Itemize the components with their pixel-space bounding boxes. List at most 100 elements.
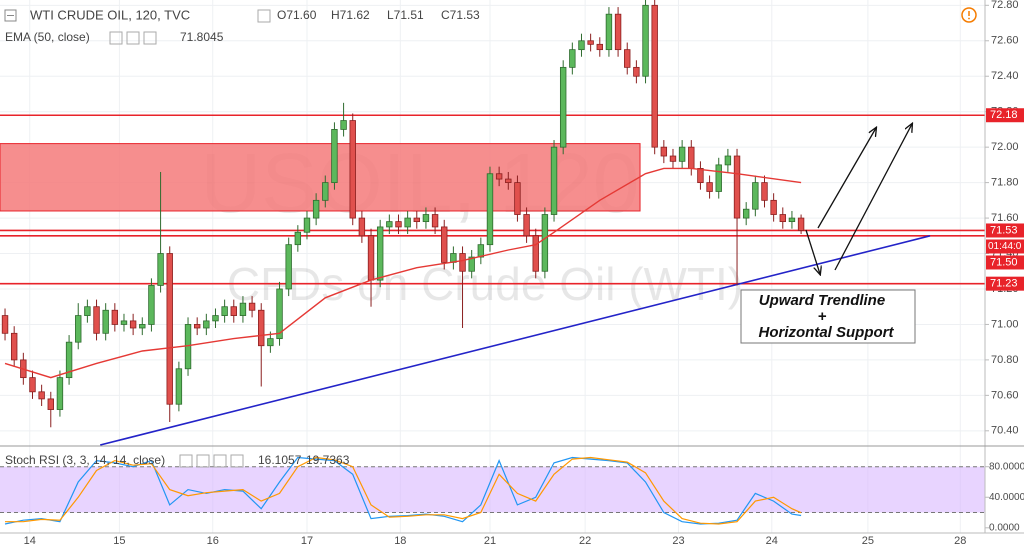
candle-body — [733, 155, 741, 219]
trendline — [99, 235, 931, 446]
y-tick-label: 71.60 — [991, 212, 1019, 224]
candle-body — [559, 66, 567, 148]
header: WTI CRUDE OIL, 120, TVC O71.60 H71.62 L7… — [4, 7, 977, 468]
ema-value: 71.8045 — [180, 30, 224, 44]
candle-body — [230, 306, 237, 316]
candle-body — [312, 199, 320, 219]
candle-body — [386, 221, 393, 228]
candle-body — [239, 302, 247, 316]
candle-body — [331, 129, 338, 184]
candle-body — [688, 146, 695, 169]
candle-body — [578, 40, 585, 51]
toolbar-icon — [257, 9, 271, 23]
candle-body — [212, 315, 219, 322]
candle-body — [111, 309, 119, 325]
candle-body — [532, 235, 539, 272]
candle-body — [605, 13, 613, 51]
arrow — [817, 128, 876, 229]
toolbar-icon — [179, 454, 193, 468]
candle-body — [303, 217, 311, 233]
ohlc-label: C71.53 — [441, 8, 480, 22]
collapse-icon — [4, 9, 17, 22]
stoch-pane — [0, 456, 985, 525]
level-tag-label: 72.18 — [990, 109, 1018, 121]
candle-body — [120, 320, 128, 325]
level-tag — [986, 276, 1024, 291]
x-tick-label: 17 — [301, 535, 313, 547]
arrow — [805, 229, 820, 274]
x-tick-label: 14 — [24, 535, 36, 547]
candle-body — [221, 306, 228, 316]
candle-body — [724, 155, 732, 166]
symbol-title: WTI CRUDE OIL, 120, TVC — [30, 7, 190, 22]
stoch-value: 19.7363 — [306, 453, 350, 467]
candle-body — [157, 253, 164, 286]
annotation-line: + — [818, 308, 827, 325]
x-tick-label: 28 — [954, 535, 966, 547]
candle-body — [468, 256, 475, 272]
candle-body — [624, 49, 631, 68]
y-tick-label: 72.00 — [991, 141, 1019, 153]
ema-legend: EMA (50, close) — [5, 30, 90, 44]
candle-body — [248, 302, 256, 311]
toolbar-icon — [230, 454, 244, 468]
arrow — [834, 124, 912, 271]
stoch-band — [0, 466, 985, 513]
candle-body — [706, 182, 713, 192]
candle-body — [102, 309, 109, 334]
x-tick-label: 16 — [207, 535, 219, 547]
level-tag — [986, 223, 1024, 238]
candle-body — [788, 217, 796, 223]
y-tick-label: 72.40 — [991, 70, 1019, 82]
x-tick-label: 21 — [484, 535, 496, 547]
candle-body — [495, 173, 503, 180]
candle-body — [148, 285, 155, 325]
candle-body — [642, 4, 649, 77]
candle-body — [541, 214, 549, 272]
candle-body — [797, 217, 805, 231]
level-tag — [986, 108, 1024, 123]
stoch-line — [5, 456, 802, 525]
candle-body — [660, 146, 668, 157]
candle-body — [294, 231, 302, 246]
candle-body — [139, 324, 146, 329]
candle-body — [65, 341, 73, 379]
candle-body — [395, 221, 402, 228]
candle-body — [523, 214, 530, 237]
y-tick-label: 72.60 — [991, 35, 1019, 47]
level-tag-label: 71.50 — [990, 256, 1018, 268]
y-tick-label: 70.40 — [991, 425, 1019, 437]
candle-body — [367, 235, 375, 281]
candle-body — [550, 146, 558, 215]
main-pane — [0, 0, 985, 446]
candle-body — [75, 315, 82, 343]
toolbar-icon — [143, 31, 157, 45]
x-tick-label: 23 — [672, 535, 684, 547]
candle-body — [38, 391, 45, 400]
y-tick-label: 80.0000 — [989, 461, 1024, 472]
candle-body — [651, 4, 658, 148]
level-tag-label: 71.23 — [990, 278, 1018, 290]
candle-body — [669, 155, 677, 162]
y-tick-label: 72.80 — [991, 0, 1019, 11]
candle-body — [633, 66, 640, 77]
annotation-box: Upward Trendline + Horizontal Support — [740, 289, 916, 344]
toolbar-icon — [196, 454, 210, 468]
annotation-line: Upward Trendline — [759, 292, 885, 309]
x-tick-label: 22 — [579, 535, 591, 547]
ohlc-label: H71.62 — [331, 8, 370, 22]
arrows — [805, 124, 912, 274]
candle-body — [742, 208, 750, 219]
alert-icon[interactable] — [961, 7, 977, 23]
stoch-value: 16.1057 — [258, 453, 302, 467]
candle-body — [752, 182, 759, 210]
candle-body — [486, 173, 494, 246]
candle-body — [84, 306, 91, 316]
candle-body — [193, 324, 201, 329]
candle-body — [697, 168, 704, 184]
candle-body — [93, 306, 100, 334]
candle-body — [349, 120, 356, 219]
axis-labels: 70.4070.6070.8071.0071.2071.4071.6071.80… — [24, 0, 1024, 547]
countdown-tag — [986, 239, 1024, 254]
